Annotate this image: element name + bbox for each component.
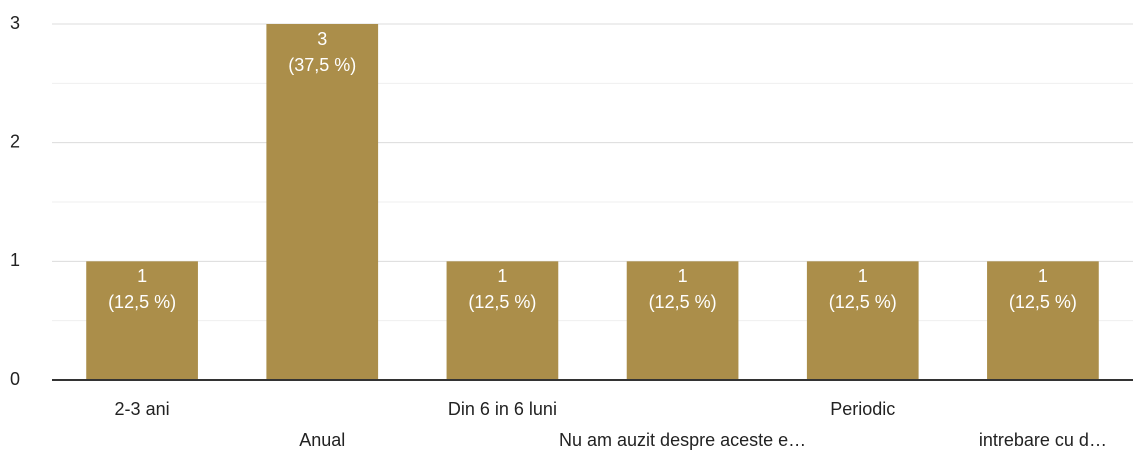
percent-label: (37,5 %) — [288, 55, 356, 75]
bar — [806, 261, 919, 380]
x-tick-label: Din 6 in 6 luni — [448, 399, 557, 419]
data-label: 1 — [858, 266, 868, 286]
y-tick-label: 3 — [10, 13, 20, 33]
data-label: 3 — [317, 29, 327, 49]
bar — [266, 24, 379, 380]
bar — [987, 261, 1099, 380]
percent-label: (12,5 %) — [649, 292, 717, 312]
percent-label: (12,5 %) — [108, 292, 176, 312]
bar — [446, 261, 559, 380]
x-tick-label: Nu am auzit despre aceste e… — [559, 430, 806, 450]
percent-label: (12,5 %) — [1009, 292, 1077, 312]
data-label: 1 — [497, 266, 507, 286]
data-label: 1 — [1038, 266, 1048, 286]
percent-label: (12,5 %) — [468, 292, 536, 312]
y-tick-label: 0 — [10, 369, 20, 389]
x-tick-label: 2-3 ani — [115, 399, 170, 419]
percent-label: (12,5 %) — [829, 292, 897, 312]
bar — [626, 261, 739, 380]
y-tick-label: 1 — [10, 250, 20, 270]
x-tick-label: Anual — [299, 430, 345, 450]
bar — [86, 261, 198, 380]
data-label: 1 — [137, 266, 147, 286]
data-label: 1 — [678, 266, 688, 286]
x-tick-label: intrebare cu d… — [979, 430, 1107, 450]
x-tick-label: Periodic — [830, 399, 895, 419]
y-tick-label: 2 — [10, 131, 20, 151]
